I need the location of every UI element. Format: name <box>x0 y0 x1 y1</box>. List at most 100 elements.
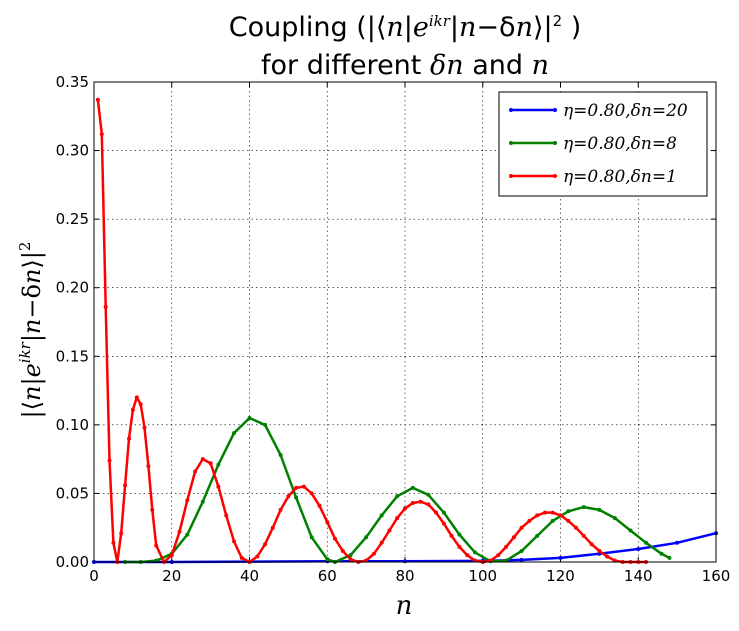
data-point <box>379 513 384 518</box>
data-point <box>558 513 563 518</box>
data-point <box>644 540 648 545</box>
svg-text:n: n <box>396 591 413 621</box>
data-point <box>434 510 439 515</box>
data-point <box>177 529 182 534</box>
data-point <box>418 499 423 504</box>
data-point <box>426 502 431 507</box>
data-point <box>208 461 213 466</box>
data-point <box>232 539 236 544</box>
data-point <box>527 518 532 523</box>
data-point <box>150 507 155 512</box>
data-point <box>317 503 322 508</box>
y-tick-label: 0.35 <box>56 73 89 91</box>
plot-frame <box>93 81 717 563</box>
legend-marker <box>553 141 557 145</box>
axis-ticks: 0 20 40 60 80 100 120 140 160 0.00 0.05 0.10 0.15 0.2… <box>56 73 731 585</box>
data-point <box>628 528 633 533</box>
data-point <box>636 547 641 551</box>
y-tick-label: 0.30 <box>56 142 89 160</box>
data-point <box>457 532 462 537</box>
data-point <box>441 521 446 526</box>
data-point <box>496 553 501 558</box>
data-point <box>247 416 252 420</box>
data-point <box>333 536 337 541</box>
data-point <box>232 431 236 436</box>
data-point <box>294 485 299 490</box>
data-point <box>675 540 680 545</box>
data-point <box>95 97 100 102</box>
data-point <box>550 510 555 515</box>
data-point <box>519 557 524 562</box>
data-point <box>286 494 291 499</box>
data-point <box>325 557 330 562</box>
data-point <box>364 535 369 540</box>
data-point <box>410 501 415 505</box>
data-point <box>597 549 602 553</box>
data-point <box>263 542 268 547</box>
data-point <box>457 544 462 549</box>
data-point <box>535 513 540 518</box>
x-tick-label: 40 <box>240 567 259 585</box>
data-point <box>200 457 205 462</box>
legend-label: η=0.80,δn=20 <box>563 101 688 121</box>
x-tick-label: 20 <box>162 567 181 585</box>
chart-title-line-1: Coupling (|⟨n|eikr|n−δn⟩|2 ) <box>228 12 582 43</box>
x-tick-label: 80 <box>395 567 414 585</box>
y-tick-label: 0.15 <box>56 347 89 365</box>
data-point <box>403 559 407 564</box>
data-point <box>270 525 275 530</box>
legend-label: η=0.80,δn=1 <box>563 167 677 187</box>
data-point <box>348 553 353 558</box>
legend-marker <box>553 174 557 178</box>
data-point <box>130 407 135 412</box>
data-point <box>566 509 571 514</box>
x-axis-label: n <box>396 591 413 621</box>
data-point <box>138 402 143 407</box>
data-point <box>340 549 345 553</box>
data-point <box>239 555 244 560</box>
data-point <box>426 492 431 497</box>
y-tick-label: 0.00 <box>56 553 89 571</box>
data-point <box>473 550 477 555</box>
data-point <box>348 557 353 562</box>
data-point <box>504 544 509 549</box>
data-point <box>107 458 112 463</box>
data-point <box>379 540 384 545</box>
data-point <box>301 484 306 489</box>
data-point <box>519 549 524 553</box>
data-point <box>224 513 229 518</box>
data-point <box>216 484 221 489</box>
data-point <box>193 469 198 474</box>
data-point <box>99 132 104 137</box>
legend-marker <box>509 141 513 145</box>
data-point <box>263 422 268 427</box>
data-point <box>566 518 571 523</box>
data-point <box>535 533 540 538</box>
data-point <box>519 525 524 530</box>
data-point <box>403 506 407 511</box>
data-point <box>511 535 516 540</box>
data-point <box>103 304 108 309</box>
data-point <box>558 555 563 560</box>
data-point <box>395 494 400 499</box>
x-tick-label: 160 <box>702 567 731 585</box>
data-point <box>185 532 190 537</box>
legend-entry-2: η=0.80,δn=8 <box>509 134 677 154</box>
y-tick-label: 0.10 <box>56 416 89 434</box>
x-tick-label: 120 <box>546 567 575 585</box>
data-point <box>123 483 128 488</box>
data-point <box>387 528 392 533</box>
legend-label: η=0.80,δn=8 <box>563 134 677 154</box>
data-point <box>581 533 586 538</box>
data-point <box>395 516 400 521</box>
data-point <box>216 462 221 467</box>
data-point <box>278 507 283 512</box>
svg-text:|⟨n|eikr|n−δn⟩|2: |⟨n|eikr|n−δn⟩|2 <box>16 242 47 419</box>
data-point <box>146 464 151 468</box>
data-point <box>325 520 330 525</box>
data-point <box>465 553 470 558</box>
y-axis-label: |⟨n|eikr|n−δn⟩|2 <box>16 242 47 419</box>
data-point <box>309 535 314 540</box>
data-point <box>550 518 555 523</box>
